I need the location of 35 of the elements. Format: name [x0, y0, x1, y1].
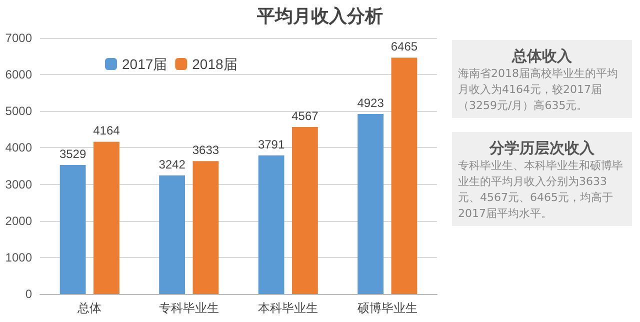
x-tick-label: 总体	[76, 301, 102, 315]
bar	[94, 142, 120, 294]
data-label: 3529	[59, 146, 86, 161]
bar	[292, 126, 318, 294]
bar	[192, 161, 219, 294]
y-tick-label: 1000	[5, 250, 32, 264]
data-label: 4567	[292, 108, 319, 123]
bar	[391, 58, 418, 294]
legend-label: 2018届	[192, 56, 238, 72]
x-tick-label: 专科毕业生	[158, 301, 219, 315]
text: 海南省2018届高校毕业生的平均月收入为4164元，较2017届（3259元/月）高635元。	[458, 66, 619, 114]
text: 专科毕业生、本科毕业生和硕博毕业生的平均月收入分别为3633元、4567元、6465元，均高于2017届平均水平。	[458, 158, 624, 222]
bar	[358, 114, 384, 294]
y-tick-label: 6000	[5, 68, 32, 82]
y-tick-label: 2000	[5, 214, 32, 228]
y-tick-label: 5000	[5, 104, 32, 118]
chart-title: 平均月收入分析	[256, 5, 384, 28]
y-tick-label: 0	[25, 287, 32, 301]
x-tick-label: 本科毕业生	[258, 301, 318, 315]
data-label: 3791	[258, 137, 285, 152]
text: 分学历层次收入	[488, 139, 596, 157]
y-tick-label: 7000	[5, 31, 32, 45]
bar	[258, 155, 284, 294]
legend-label: 2017届	[122, 56, 168, 72]
data-label: 3633	[192, 143, 220, 158]
data-label: 6465	[390, 40, 418, 54]
bar	[60, 164, 86, 294]
x-tick-label: 硕博毕业生	[356, 301, 418, 315]
data-label: 4164	[93, 124, 120, 138]
bar	[159, 175, 185, 294]
y-tick-label: 3000	[5, 177, 32, 192]
y-tick-label: 4000	[5, 140, 32, 155]
data-label: 3242	[158, 157, 186, 172]
data-label: 4923	[357, 96, 384, 110]
text: 总体收入	[510, 47, 573, 65]
